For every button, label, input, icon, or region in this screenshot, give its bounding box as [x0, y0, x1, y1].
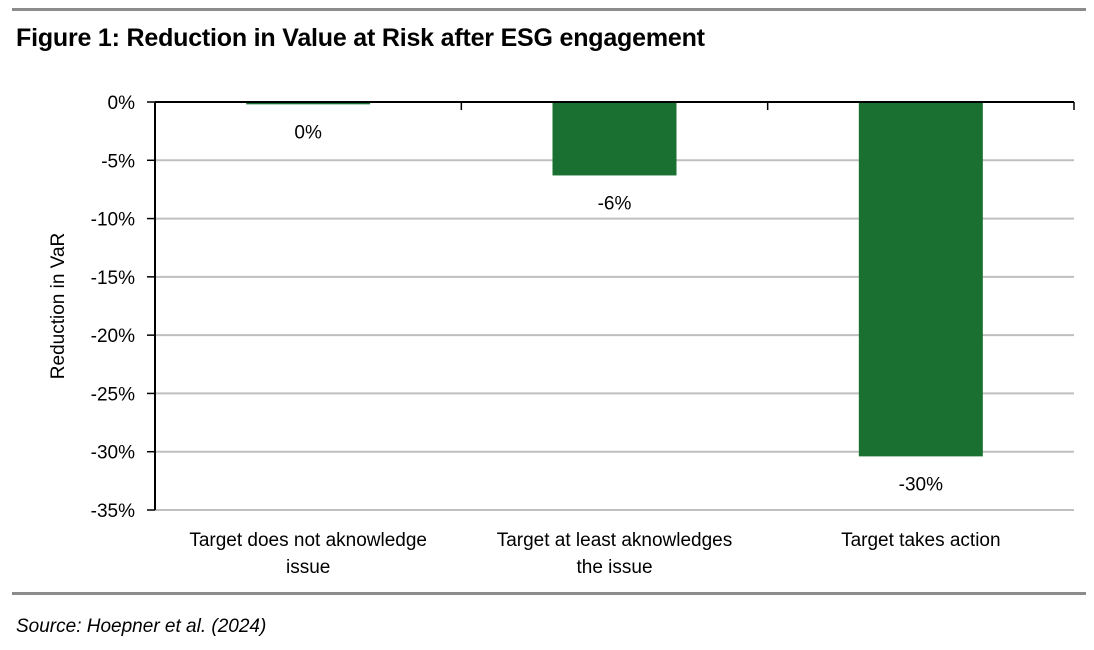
bar — [246, 102, 371, 105]
data-label: -30% — [899, 474, 943, 495]
data-label: -6% — [598, 193, 632, 214]
data-label: 0% — [294, 122, 322, 143]
y-tick-label: 0% — [108, 93, 136, 114]
category-label: the issue — [576, 557, 652, 578]
y-tick-label: -10% — [91, 210, 135, 231]
bar — [552, 102, 677, 176]
bottom-rule — [12, 592, 1086, 595]
y-tick-label: -15% — [91, 268, 135, 289]
category-label: Target does not aknowledge — [189, 530, 427, 551]
bars — [246, 102, 983, 457]
bar — [858, 102, 983, 457]
axes — [147, 101, 1075, 511]
source-note: Source: Hoepner et al. (2024) — [16, 616, 267, 637]
y-axis-title: Reduction in VaR — [48, 233, 69, 379]
category-label: Target takes action — [841, 530, 1000, 551]
labels: 0% -5% -10% -15% -20% -25% -30% -35% 0% Target do… — [91, 93, 1001, 578]
y-tick-label: -20% — [91, 326, 135, 347]
y-tick-label: -35% — [91, 501, 135, 522]
bar-chart: 0% -5% -10% -15% -20% -25% -30% -35% 0% Target do… — [48, 93, 1075, 578]
top-rule — [12, 8, 1086, 11]
category-label: Target at least aknowledges — [497, 530, 733, 551]
figure-title: Figure 1: Reduction in Value at Risk aft… — [16, 24, 705, 52]
y-tick-label: -5% — [101, 151, 135, 172]
category-label: issue — [286, 557, 330, 578]
y-tick-label: -30% — [91, 443, 135, 464]
y-tick-label: -25% — [91, 384, 135, 405]
